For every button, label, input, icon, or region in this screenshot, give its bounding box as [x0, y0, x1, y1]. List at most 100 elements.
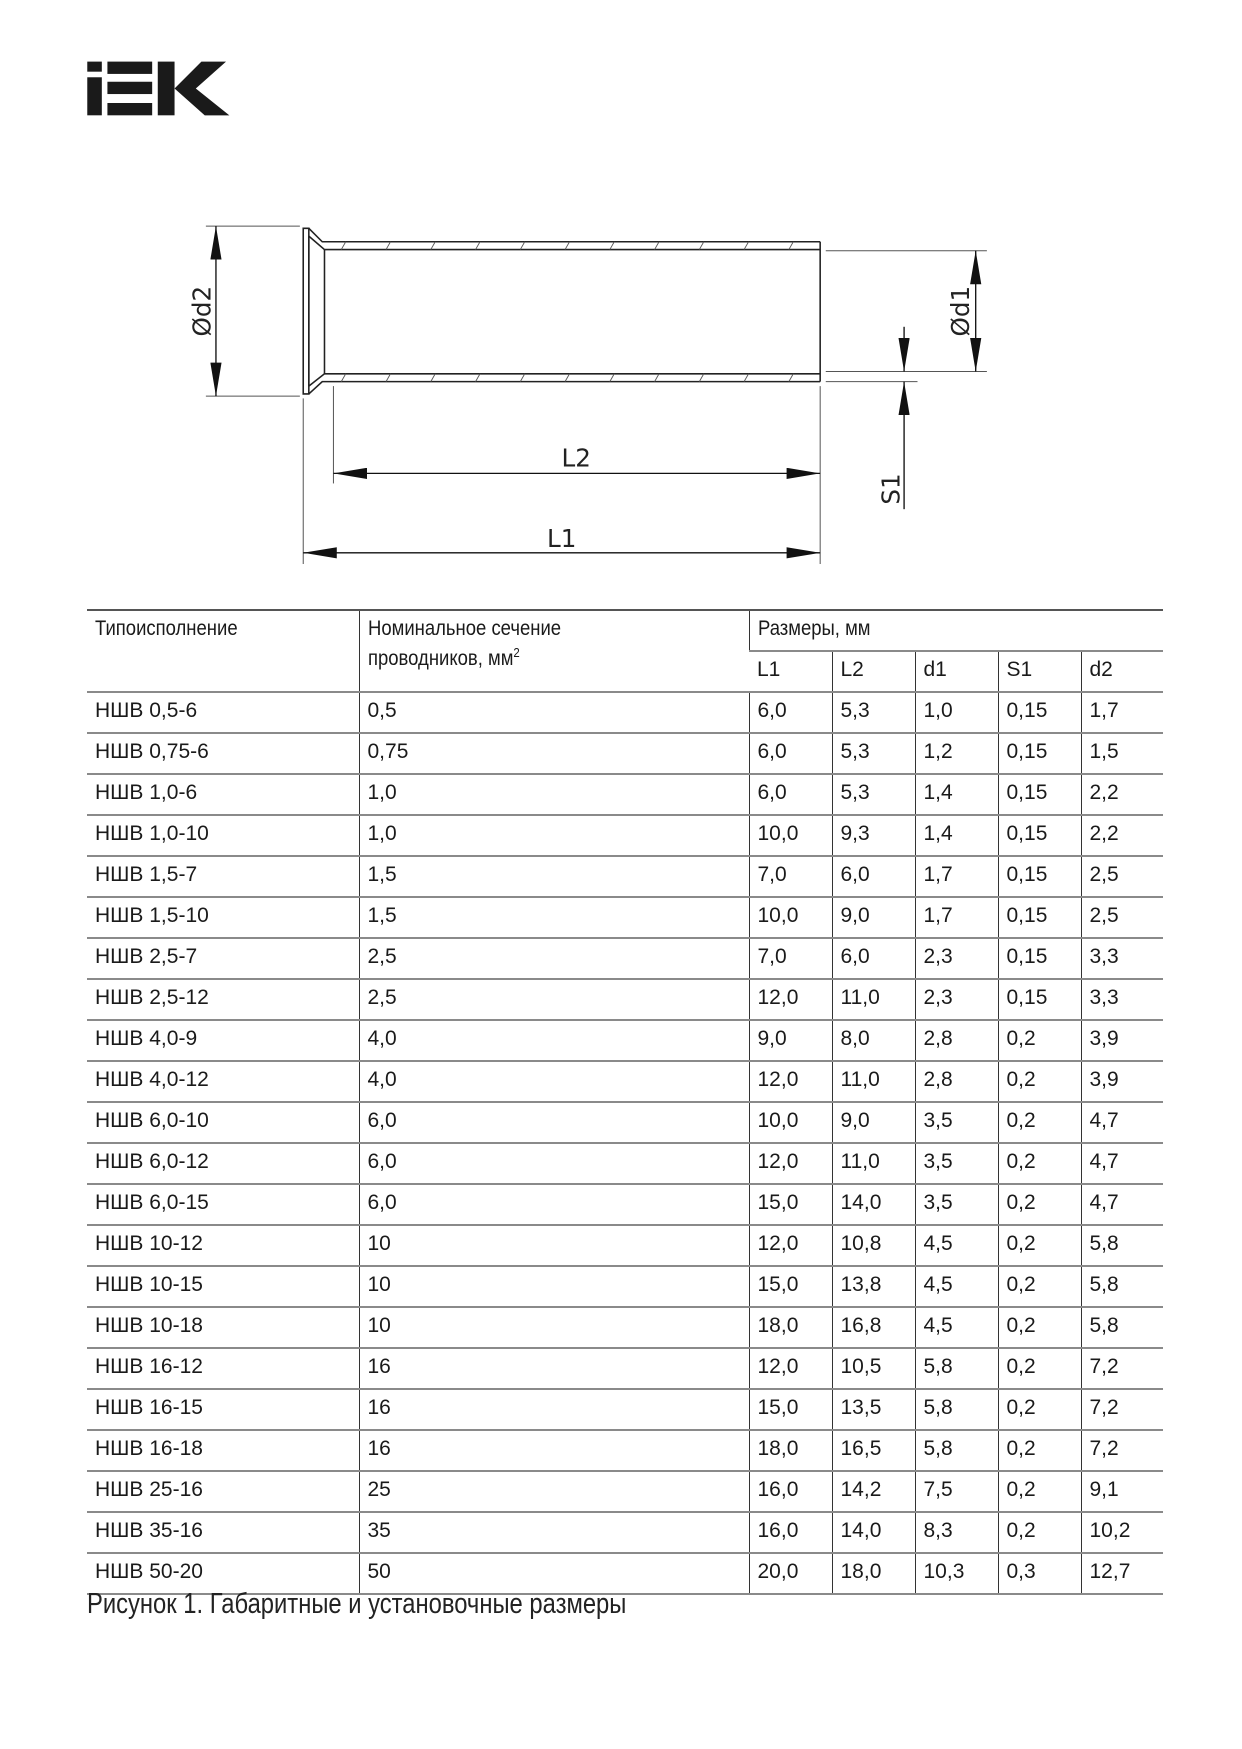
table-cell: 16,0 [748, 1470, 832, 1512]
table-cell: 12,7 [1080, 1552, 1164, 1595]
table-cell: 16 [358, 1347, 749, 1389]
table-cell: 7,0 [748, 855, 832, 897]
table-cell: 0,2 [997, 1388, 1081, 1430]
table-row: НШВ 1,0-10 1,0 10,0 9,3 1,4 0,15 2,2 [87, 814, 1164, 856]
table-cell: 10,5 [831, 1347, 915, 1389]
table-cell: 1,7 [914, 896, 998, 938]
table-cell: 1,0 [358, 814, 749, 856]
subheader-l1: L1 [749, 650, 832, 692]
table-row: НШВ 4,0-12 4,0 12,0 11,0 2,8 0,2 3,9 [87, 1060, 1164, 1102]
table-cell: 20,0 [748, 1552, 832, 1595]
table-cell: 10,3 [914, 1552, 998, 1595]
table-cell: 4,7 [1080, 1142, 1164, 1184]
table-cell: 0,2 [997, 1265, 1081, 1307]
table-cell: 0,15 [997, 855, 1081, 897]
table-cell: 8,3 [914, 1511, 998, 1553]
table-cell: 6,0 [748, 691, 832, 733]
label-l1: L1 [547, 524, 576, 553]
extension-lines [205, 225, 987, 564]
table-cell: НШВ 10-18 [87, 1306, 359, 1348]
table-row: НШВ 6,0-15 6,0 15,0 14,0 3,5 0,2 4,7 [87, 1183, 1164, 1225]
table-cell: 16 [358, 1429, 749, 1471]
table-cell: 3,3 [1080, 978, 1164, 1020]
table-cell: 4,5 [914, 1224, 998, 1266]
label-d1: Ød1 [946, 286, 975, 337]
table-cell: 0,15 [997, 937, 1081, 979]
table-cell: 0,15 [997, 732, 1081, 774]
table-cell: 0,2 [997, 1183, 1081, 1225]
subheader-d1: d1 [914, 650, 998, 692]
table-cell: 7,0 [748, 937, 832, 979]
table-cell: 1,0 [358, 773, 749, 815]
table-cell: 11,0 [831, 1060, 915, 1102]
table-cell: 5,8 [914, 1388, 998, 1430]
table-cell: 1,4 [914, 814, 998, 856]
table-cell: НШВ 0,75-6 [87, 732, 359, 774]
table-cell: 2,8 [914, 1019, 998, 1061]
table-row: НШВ 1,5-7 1,5 7,0 6,0 1,7 0,15 2,5 [87, 855, 1164, 897]
label-d2: Ød2 [187, 286, 216, 337]
label-s1: S1 [877, 473, 906, 504]
table-cell: 4,0 [358, 1019, 749, 1061]
table-cell: 3,5 [914, 1183, 998, 1225]
table-cell: 11,0 [831, 978, 915, 1020]
table-cell: 12,0 [748, 1142, 832, 1184]
table-cell: 9,0 [831, 896, 915, 938]
table-cell: 18,0 [748, 1429, 832, 1471]
table-cell: НШВ 4,0-9 [87, 1019, 359, 1061]
table-cell: 10,0 [748, 1101, 832, 1143]
table-cell: 5,8 [914, 1429, 998, 1471]
table-cell: 4,7 [1080, 1101, 1164, 1143]
subheader-s1: S1 [997, 650, 1081, 692]
table-row: НШВ 16-12 16 12,0 10,5 5,8 0,2 7,2 [87, 1347, 1164, 1389]
table-cell: 35 [358, 1511, 749, 1553]
table-cell: 0,2 [997, 1142, 1081, 1184]
dimension-lines [210, 226, 982, 559]
table-cell: НШВ 16-12 [87, 1347, 359, 1389]
header-dimensions: Размеры, мм [748, 609, 1164, 651]
table-cell: 1,4 [914, 773, 998, 815]
table-cell: 1,5 [358, 896, 749, 938]
table-cell: НШВ 35-16 [87, 1511, 359, 1553]
table-cell: 0,3 [997, 1552, 1081, 1595]
table-cell: 3,3 [1080, 937, 1164, 979]
table-cell: 9,0 [748, 1019, 832, 1061]
table-cell: 6,0 [358, 1183, 749, 1225]
header-type: Типоисполнение [87, 609, 359, 692]
table-cell: 5,3 [831, 732, 915, 774]
table-row: НШВ 2,5-12 2,5 12,0 11,0 2,3 0,15 3,3 [87, 978, 1164, 1020]
table-cell: 12,0 [748, 1347, 832, 1389]
iek-logo [87, 61, 230, 116]
table-cell: 7,5 [914, 1470, 998, 1512]
table-cell: НШВ 6,0-10 [87, 1101, 359, 1143]
table-cell: 18,0 [831, 1552, 915, 1595]
table-cell: 2,2 [1080, 773, 1164, 815]
table-cell: 5,8 [1080, 1306, 1164, 1348]
table-cell: 1,5 [358, 855, 749, 897]
table-row: НШВ 1,5-10 1,5 10,0 9,0 1,7 0,15 2,5 [87, 896, 1164, 938]
table-cell: 6,0 [748, 773, 832, 815]
table-cell: 14,2 [831, 1470, 915, 1512]
table-cell: НШВ 10-15 [87, 1265, 359, 1307]
table-cell: 10,0 [748, 896, 832, 938]
table-cell: 15,0 [748, 1265, 832, 1307]
table-cell: 6,0 [831, 855, 915, 897]
table-row: НШВ 10-12 10 12,0 10,8 4,5 0,2 5,8 [87, 1224, 1164, 1266]
table-cell: НШВ 16-18 [87, 1429, 359, 1471]
dimensions-table: Типоисполнение Номинальное сечение прово… [87, 609, 1164, 1595]
table-cell: 2,3 [914, 978, 998, 1020]
table-cell: 0,2 [997, 1224, 1081, 1266]
table-row: НШВ 16-18 16 18,0 16,5 5,8 0,2 7,2 [87, 1429, 1164, 1471]
table-cell: НШВ 16-15 [87, 1388, 359, 1430]
subheader-d2: d2 [1080, 650, 1164, 692]
table-cell: 16,0 [748, 1511, 832, 1553]
table-cell: 11,0 [831, 1142, 915, 1184]
table-cell: 3,5 [914, 1142, 998, 1184]
table-cell: 12,0 [748, 1060, 832, 1102]
table-cell: 4,5 [914, 1306, 998, 1348]
table-cell: 12,0 [748, 978, 832, 1020]
table-cell: 3,9 [1080, 1019, 1164, 1061]
table-cell: 0,2 [997, 1511, 1081, 1553]
table-row: НШВ 50-20 50 20,0 18,0 10,3 0,3 12,7 [87, 1552, 1164, 1595]
table-cell: 0,2 [997, 1019, 1081, 1061]
